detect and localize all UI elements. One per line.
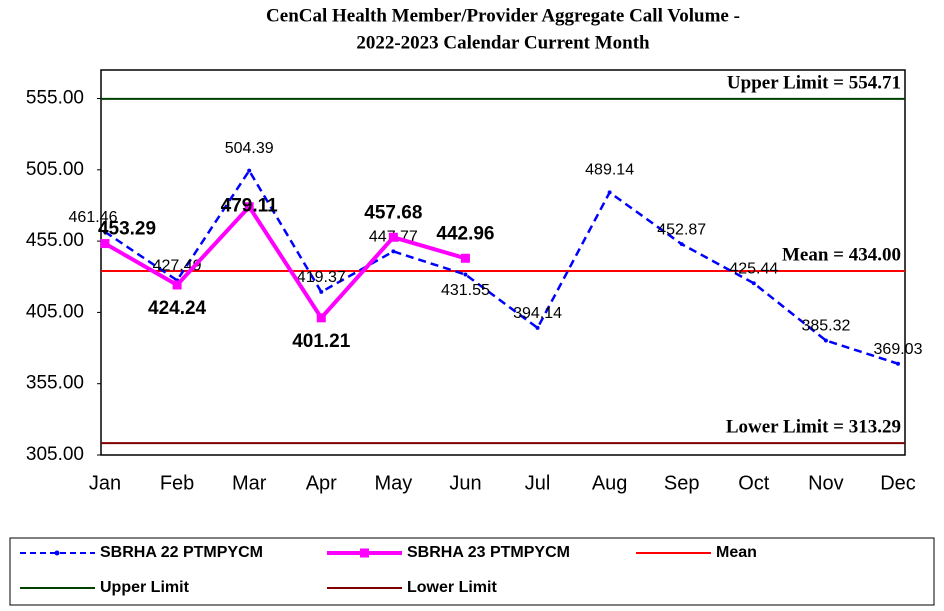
marker — [823, 338, 828, 343]
y-tick-label: 405.00 — [26, 301, 84, 322]
y-tick-label: 555.00 — [26, 88, 84, 109]
legend-label: SBRHA 22 PTMPYCM — [100, 544, 263, 561]
x-tick-label: Aug — [592, 472, 628, 494]
x-tick-label: Sep — [664, 472, 700, 494]
marker — [751, 281, 756, 286]
legend — [9, 537, 935, 606]
x-tick-label: Oct — [738, 472, 770, 494]
legend-label: Lower Limit — [407, 579, 497, 596]
data-label: 479.11 — [221, 196, 278, 217]
series-line — [104, 168, 899, 365]
data-label: 425.44 — [729, 260, 778, 277]
x-tick-label: Feb — [160, 472, 194, 494]
data-label: 369.03 — [874, 341, 923, 358]
marker — [247, 168, 252, 173]
legend-label: Mean — [716, 544, 757, 561]
marker — [679, 242, 684, 247]
x-tick-label: Apr — [306, 472, 337, 494]
marker — [460, 253, 470, 263]
x-tick-label: Jan — [89, 472, 121, 494]
data-label: 504.39 — [225, 140, 274, 157]
y-tick-label: 305.00 — [26, 444, 84, 465]
x-tick-label: Nov — [808, 472, 844, 494]
reference-annotation: Mean = 434.00 — [782, 244, 901, 265]
marker — [535, 325, 540, 330]
plot-area — [100, 69, 906, 456]
marker — [896, 361, 900, 366]
x-tick-label: May — [374, 472, 412, 494]
data-label: 385.32 — [801, 318, 850, 335]
x-tick-label: Mar — [232, 472, 267, 494]
marker — [103, 229, 107, 234]
y-tick-label: 455.00 — [26, 230, 84, 251]
series-line — [104, 203, 467, 322]
legend-marker — [360, 548, 369, 558]
chart-title: 2022-2023 Calendar Current Month — [356, 32, 650, 53]
chart-title: CenCal Health Member/Provider Aggregate … — [266, 5, 740, 26]
y-tick-label: 505.00 — [26, 159, 84, 180]
data-label: 401.21 — [292, 331, 351, 352]
marker — [463, 272, 468, 277]
marker — [316, 313, 326, 323]
x-tick-label: Jul — [525, 472, 551, 494]
marker — [172, 280, 182, 290]
reference-annotation: Lower Limit = 313.29 — [726, 417, 901, 438]
legend-marker — [54, 550, 60, 556]
legend-label: SBRHA 23 PTMPYCM — [407, 544, 570, 561]
data-label: 489.14 — [585, 162, 634, 179]
x-tick-label: Dec — [880, 472, 916, 494]
data-label: 452.87 — [657, 221, 706, 238]
data-label: 453.29 — [98, 219, 156, 240]
data-label: 461.46 — [69, 209, 118, 226]
marker — [244, 202, 254, 212]
marker — [100, 239, 110, 249]
y-tick-label: 355.00 — [26, 373, 84, 394]
data-label: 394.14 — [513, 305, 562, 322]
marker — [388, 232, 398, 242]
marker — [391, 249, 396, 254]
data-label: 424.24 — [148, 298, 207, 319]
data-label: 457.68 — [364, 202, 422, 223]
legend-label: Upper Limit — [100, 579, 190, 596]
marker — [607, 190, 612, 195]
reference-annotation: Upper Limit = 554.71 — [727, 72, 901, 93]
data-label: 419.37 — [297, 269, 346, 286]
data-label: 431.55 — [441, 282, 490, 299]
marker — [319, 289, 324, 294]
x-tick-label: Jun — [449, 472, 481, 494]
data-label: 442.96 — [436, 223, 494, 244]
